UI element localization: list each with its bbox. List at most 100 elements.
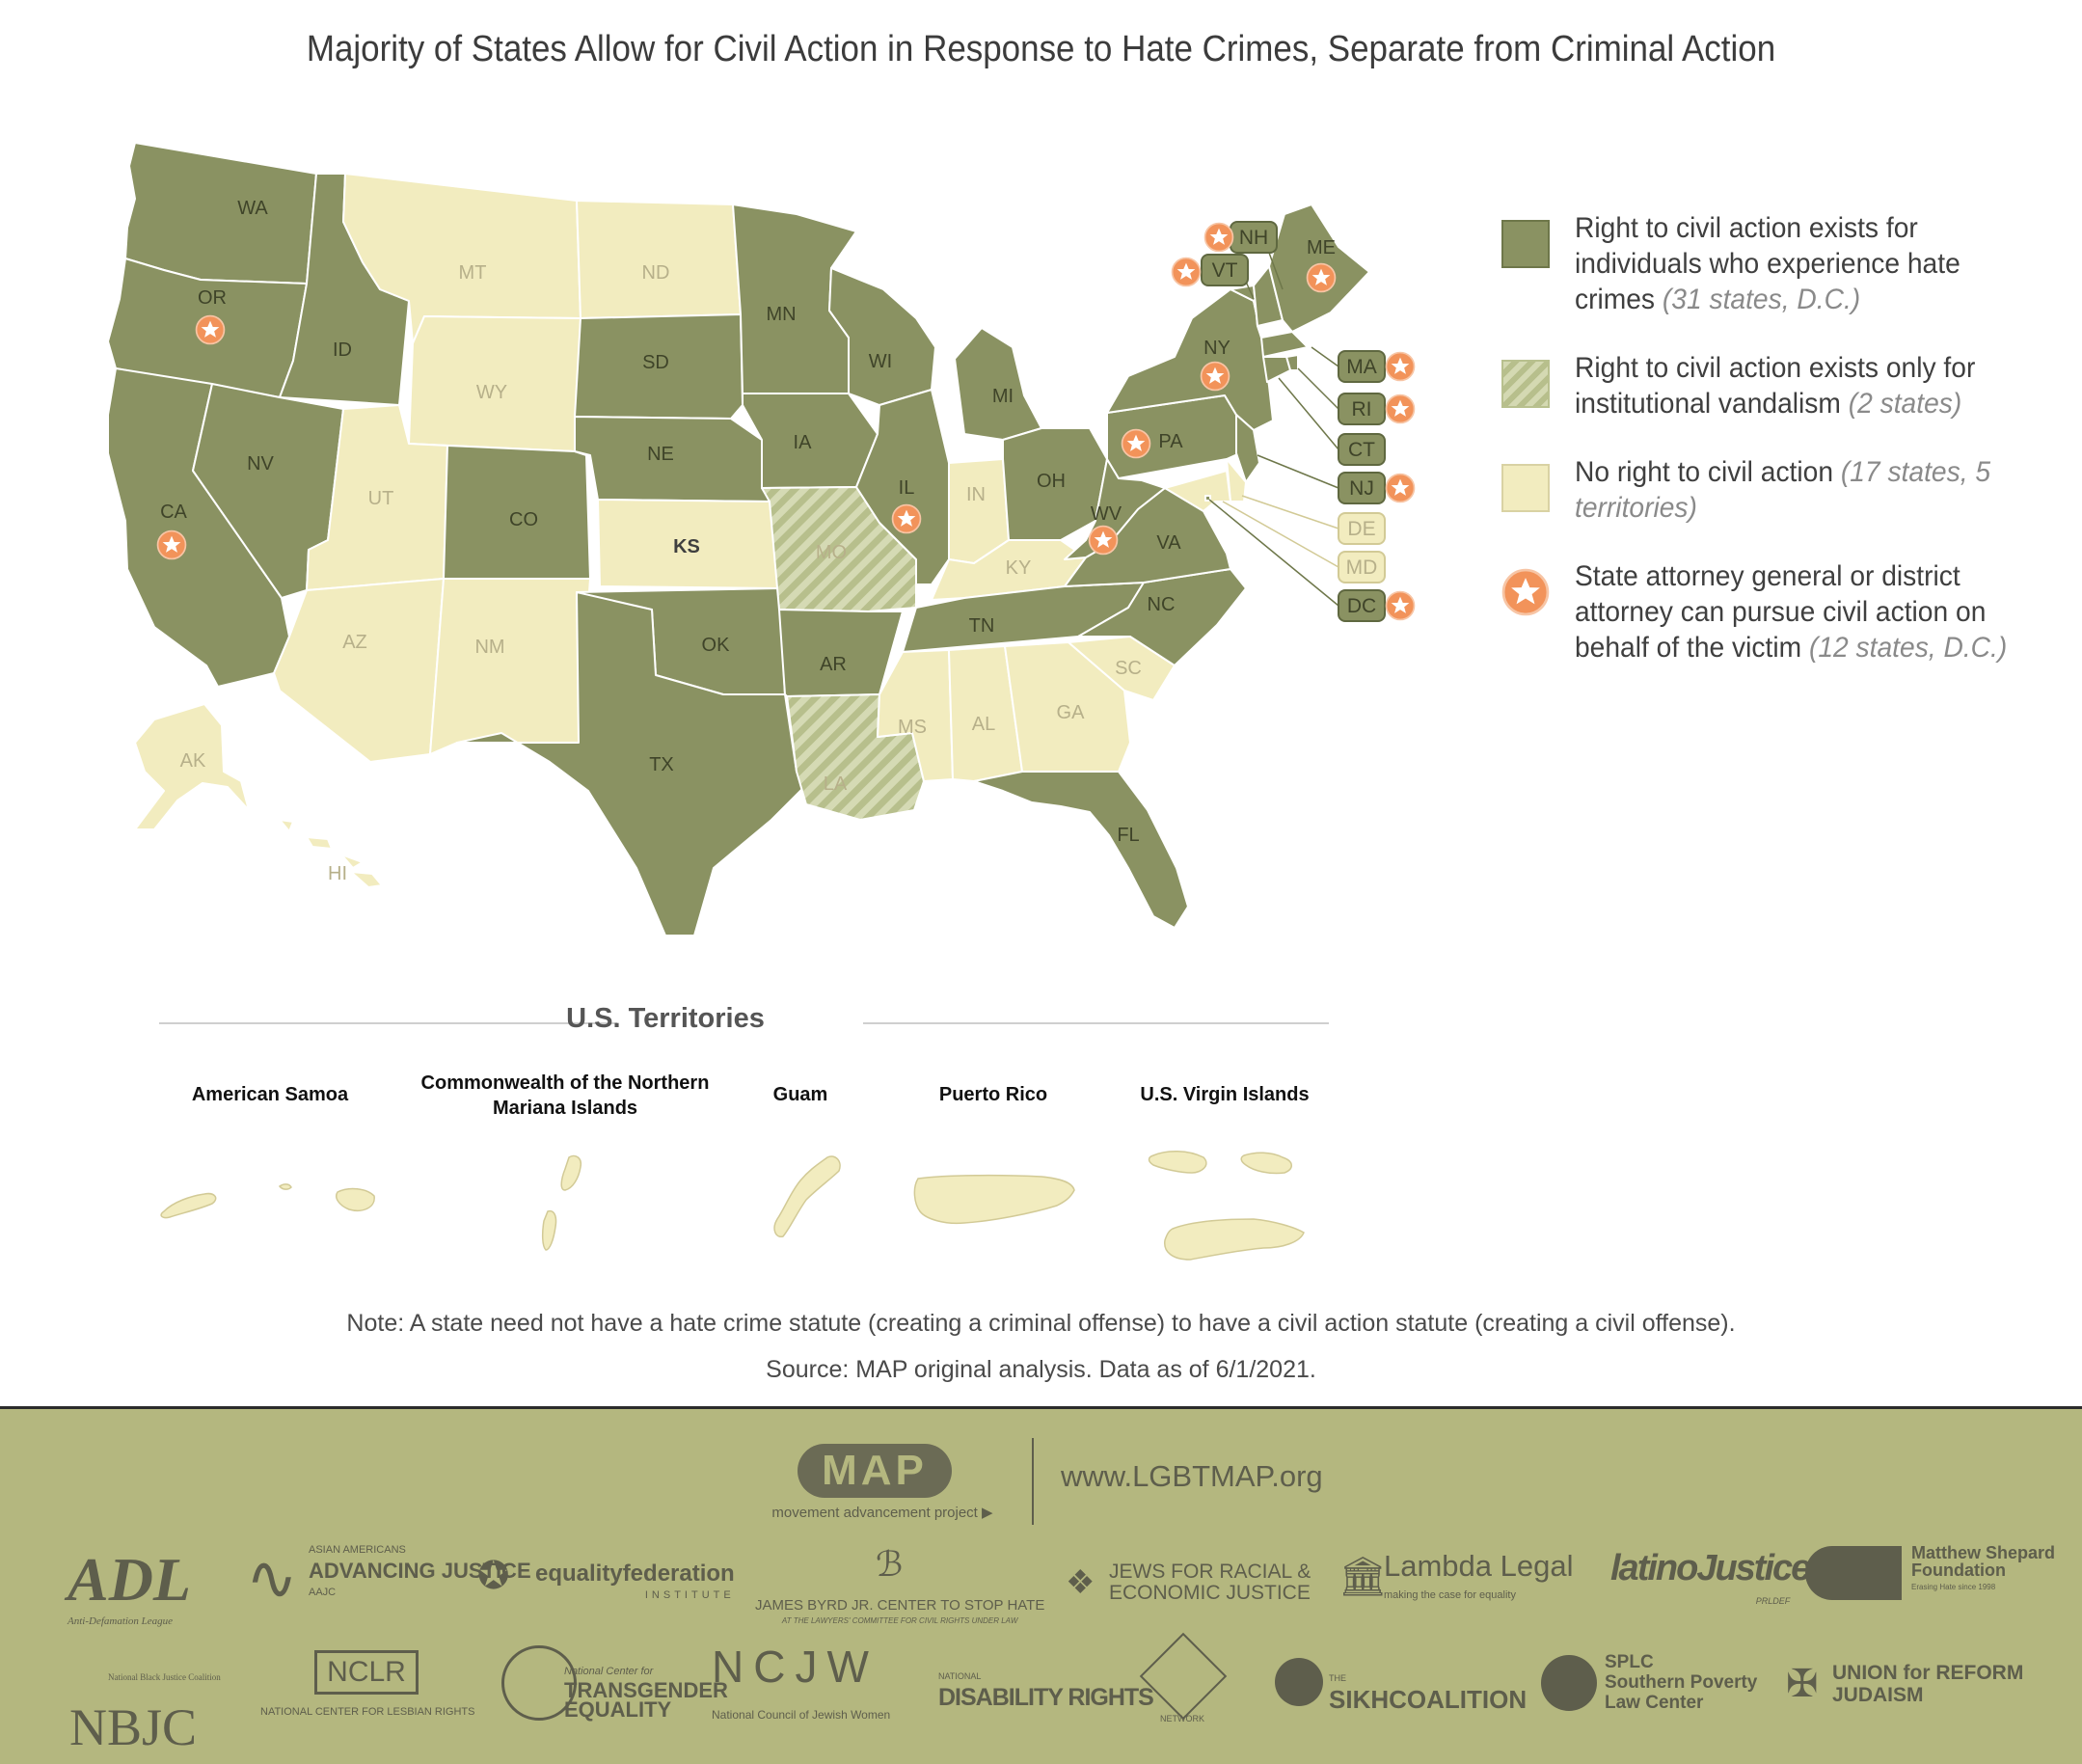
state-wa[interactable] xyxy=(124,142,317,285)
star-icon-ma xyxy=(1385,351,1416,382)
state-label-ca: CA xyxy=(160,502,187,523)
legend-text-civil: Right to civil action exists for individ… xyxy=(1575,212,1960,315)
leader-line-ri xyxy=(1297,367,1339,410)
state-label-wi: WI xyxy=(869,351,892,372)
territory-label-american-samoa: American Samoa xyxy=(191,1084,349,1105)
org-splc: SPLC Southern Poverty Law Center xyxy=(1605,1652,1758,1713)
legend-text-star: State attorney general or district attor… xyxy=(1575,560,1987,664)
org-jfrej: JEWS FOR RACIAL & ECONOMIC JUSTICE xyxy=(1109,1560,1311,1604)
state-label-wa: WA xyxy=(237,198,268,219)
org-latinojustice: latinoJustice PRLDEF xyxy=(1610,1548,1811,1606)
james-byrd-logo-icon: ℬ xyxy=(876,1544,904,1584)
state-badge-dc[interactable] xyxy=(1338,589,1386,622)
star-icon-ny xyxy=(1200,361,1230,392)
state-fl[interactable] xyxy=(973,771,1189,929)
footer-divider xyxy=(1032,1438,1034,1525)
state-badge-ct[interactable] xyxy=(1338,433,1386,466)
territory-label-northern-mariana: Commonwealth of the Northern Mariana Isl… xyxy=(420,1072,710,1119)
note-text: Note: A state need not have a hate crime… xyxy=(346,1310,1736,1337)
state-label-nd: ND xyxy=(642,262,670,284)
website-link[interactable]: www.LGBTMAP.org xyxy=(1061,1459,1323,1493)
org-ndrn: NATIONAL DISABILITY RIGHTS NETWORK xyxy=(938,1671,1204,1723)
equality-federation-star-icon: ✪ xyxy=(477,1555,510,1597)
state-label-md: MD xyxy=(1346,556,1378,579)
state-label-nj: NJ xyxy=(1349,477,1374,500)
state-label-in: IN xyxy=(966,484,986,505)
territory-guam xyxy=(773,1155,841,1237)
state-label-or: OR xyxy=(198,287,227,309)
legend-item-star: State attorney general or district attor… xyxy=(1500,558,2068,665)
legend-swatch-none xyxy=(1501,464,1550,512)
state-hi[interactable] xyxy=(279,819,383,888)
state-ct[interactable] xyxy=(1262,356,1291,383)
org-nbjc: National Black Justice Coalition NBJC xyxy=(69,1672,221,1756)
state-az[interactable] xyxy=(273,578,445,763)
star-icon-il xyxy=(891,503,922,534)
state-co[interactable] xyxy=(443,445,591,580)
star-icon-wv xyxy=(1088,525,1119,556)
splc-scales-icon xyxy=(1541,1655,1597,1711)
state-label-mo: MO xyxy=(816,542,847,563)
leader-line-de xyxy=(1241,495,1339,529)
org-sikh-coalition: THE SIKHCOALITION xyxy=(1329,1673,1528,1714)
state-mi[interactable] xyxy=(954,327,1042,441)
state-label-dc: DC xyxy=(1347,595,1376,617)
state-ma[interactable] xyxy=(1260,331,1309,358)
org-urj: UNION for REFORM JUDAISM xyxy=(1832,1662,2024,1706)
state-label-nv: NV xyxy=(247,453,274,475)
state-badge-de[interactable] xyxy=(1338,512,1386,545)
state-label-id: ID xyxy=(333,339,352,361)
state-badge-ri[interactable] xyxy=(1338,393,1386,425)
state-label-ks: KS xyxy=(673,536,700,557)
state-label-mn: MN xyxy=(766,304,796,325)
territory-american-samoa xyxy=(160,1192,217,1219)
matthew-shepard-sun-icon xyxy=(1805,1546,1902,1600)
star-icon-vt xyxy=(1171,257,1202,287)
state-nj[interactable] xyxy=(1235,414,1260,483)
play-arrow-icon: ▶ xyxy=(982,1505,993,1521)
state-label-mi: MI xyxy=(992,386,1014,407)
jfrej-logo-icon: ❖ xyxy=(1066,1564,1095,1601)
state-label-fl: FL xyxy=(1117,825,1139,846)
territory-label-guam: Guam xyxy=(772,1084,828,1105)
state-label-wy: WY xyxy=(476,382,507,403)
state-nc[interactable] xyxy=(1077,568,1247,666)
org-aajc: ASIAN AMERICANS ADVANCING JUSTICE AAJC xyxy=(309,1544,531,1598)
state-badge-md[interactable] xyxy=(1338,551,1386,583)
legend-note-star: (12 states, D.C.) xyxy=(1808,632,2008,664)
legend-note-civil: (31 states, D.C.) xyxy=(1662,284,1861,315)
star-icon-nj xyxy=(1385,473,1416,503)
org-lambda-legal: Lambda Legal making the case for equality xyxy=(1384,1549,1574,1601)
state-ms[interactable] xyxy=(877,649,954,782)
state-tx[interactable] xyxy=(456,591,809,936)
state-label-sd: SD xyxy=(642,352,669,373)
state-nd[interactable] xyxy=(576,200,742,319)
state-label-wv: WV xyxy=(1091,503,1122,525)
legend-item-none: No right to civil action (17 states, 5 t… xyxy=(1500,454,2068,526)
org-nclr: NCLR NATIONAL CENTER FOR LESBIAN RIGHTS xyxy=(260,1650,474,1718)
state-ar[interactable] xyxy=(778,609,904,697)
state-badge-vt[interactable] xyxy=(1201,254,1249,286)
state-ak[interactable] xyxy=(134,703,250,830)
legend-swatch-civil xyxy=(1501,220,1550,268)
state-label-ny: NY xyxy=(1203,338,1230,359)
star-icon-dc xyxy=(1385,590,1416,621)
chart-title: Majority of States Allow for Civil Actio… xyxy=(306,29,1776,69)
state-il[interactable] xyxy=(855,389,950,585)
state-label-nm: NM xyxy=(474,637,504,658)
urj-menorah-icon: ✠ xyxy=(1786,1663,1819,1705)
state-badge-nj[interactable] xyxy=(1338,472,1386,504)
state-label-ma: MA xyxy=(1346,356,1377,378)
state-nm[interactable] xyxy=(429,578,591,755)
map-logo[interactable]: MAP xyxy=(798,1444,952,1498)
legend-text-vandalism: Right to civil action exists only for in… xyxy=(1575,352,1976,420)
territories-divider-right xyxy=(863,1022,1329,1024)
state-label-pa: PA xyxy=(1158,431,1183,452)
state-label-sc: SC xyxy=(1115,658,1142,679)
state-sd[interactable] xyxy=(574,313,744,420)
state-badge-ma[interactable] xyxy=(1338,350,1386,383)
state-label-az: AZ xyxy=(342,632,367,653)
org-ncjw: NCJW National Council of Jewish Women xyxy=(712,1642,891,1722)
state-label-ut: UT xyxy=(368,488,394,509)
territory-label-puerto-rico: Puerto Rico xyxy=(938,1084,1048,1105)
